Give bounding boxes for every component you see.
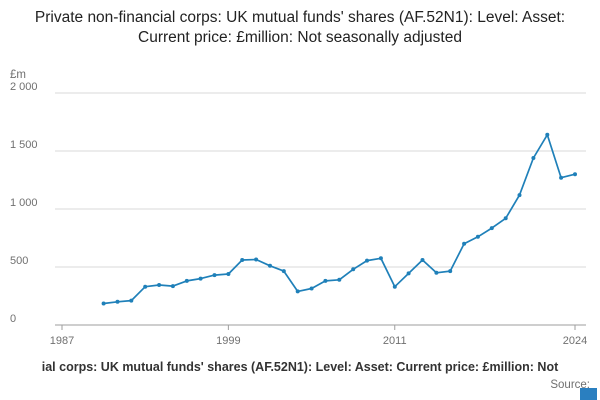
data-point-marker xyxy=(559,175,564,180)
data-point-marker xyxy=(365,258,369,263)
chart-title: Private non-financial corps: UK mutual f… xyxy=(34,9,566,47)
y-tick-label: 500 xyxy=(10,255,28,267)
data-point-marker xyxy=(101,301,106,306)
data-point-marker xyxy=(517,193,522,198)
data-point-marker xyxy=(351,267,356,272)
data-point-marker xyxy=(254,257,259,262)
data-point-marker xyxy=(392,284,397,289)
data-point-marker xyxy=(268,263,272,268)
data-point-marker xyxy=(434,270,439,275)
data-point-marker xyxy=(129,298,134,303)
data-point-marker xyxy=(281,269,286,274)
y-tick-label: 0 xyxy=(10,313,16,325)
data-point-marker xyxy=(573,172,577,177)
data-point-marker xyxy=(198,276,203,281)
x-tick-label: 1999 xyxy=(216,335,240,347)
logo-square xyxy=(580,388,597,400)
data-point-marker xyxy=(240,258,245,262)
line-chart: £m 0 500 1 000 1 500 2 000 1987 1999 2011 2024 xyxy=(10,69,587,347)
data-point-marker xyxy=(489,226,494,231)
source-label: Source: xyxy=(550,379,590,391)
data-point-marker xyxy=(143,284,148,289)
data-point-marker xyxy=(475,234,480,239)
y-tick-label: 1 000 xyxy=(10,197,38,209)
data-point-marker xyxy=(295,289,300,294)
y-axis-unit-label: £m xyxy=(10,69,26,81)
y-tick-label: 2 000 xyxy=(10,81,38,93)
x-tick-label: 2024 xyxy=(563,335,587,347)
data-point-marker xyxy=(226,272,231,276)
data-point-marker xyxy=(115,299,120,304)
data-point-marker xyxy=(378,256,383,261)
data-point-marker xyxy=(184,278,189,283)
data-point-marker xyxy=(420,258,425,262)
data-point-marker xyxy=(545,132,550,137)
data-point-marker xyxy=(531,156,536,160)
data-point-marker xyxy=(503,216,508,221)
data-point-marker xyxy=(406,271,411,276)
data-point-marker xyxy=(309,286,314,291)
data-point-marker xyxy=(170,284,175,289)
data-point-marker xyxy=(462,241,467,246)
data-point-marker xyxy=(337,277,342,282)
x-tick-label: 1987 xyxy=(50,335,74,347)
data-point-marker xyxy=(448,269,453,274)
data-point-marker xyxy=(212,273,217,278)
data-point-marker xyxy=(157,283,162,287)
y-tick-label: 1 500 xyxy=(10,139,38,151)
footer-caption: ial corps: UK mutual funds' shares (AF.5… xyxy=(41,360,559,374)
data-point-marker xyxy=(323,278,328,283)
x-tick-label: 2011 xyxy=(383,335,407,347)
